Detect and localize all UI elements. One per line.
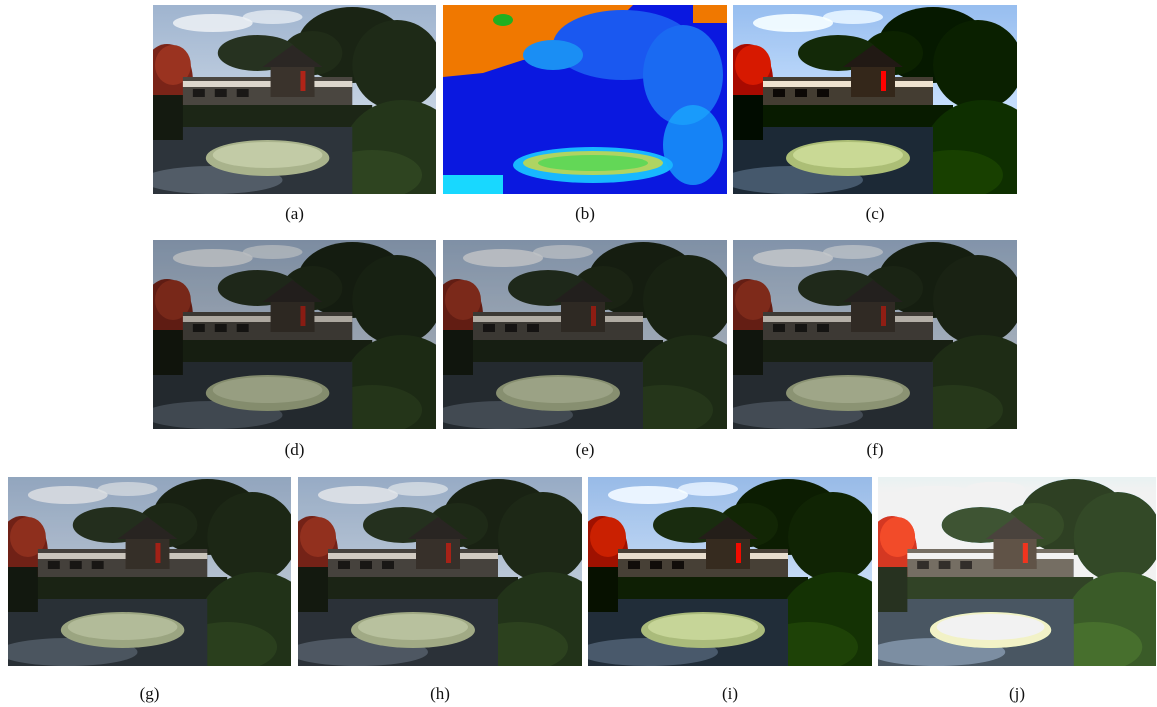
photo-panel-e	[443, 240, 727, 429]
caption-b: (b)	[575, 204, 595, 223]
photo-panel-a	[153, 5, 436, 194]
caption-c: (c)	[865, 204, 885, 223]
caption-i: (i)	[721, 684, 739, 703]
photo-panel-d	[153, 240, 436, 429]
photo-panel-h	[298, 477, 582, 666]
caption-h: (h)	[430, 684, 450, 703]
photo-panel-c	[733, 5, 1017, 194]
photo-panel-g	[8, 477, 291, 666]
photo-panel-j	[878, 477, 1156, 666]
caption-j: (j)	[1008, 684, 1026, 703]
colormap-panel-b	[443, 5, 727, 194]
caption-e: (e)	[575, 440, 595, 459]
photo-panel-i	[588, 477, 872, 666]
photo-panel-f	[733, 240, 1017, 429]
caption-f: (f)	[866, 440, 884, 459]
caption-g: (g)	[139, 684, 160, 703]
caption-a: (a)	[285, 204, 304, 223]
caption-d: (d)	[284, 440, 305, 459]
